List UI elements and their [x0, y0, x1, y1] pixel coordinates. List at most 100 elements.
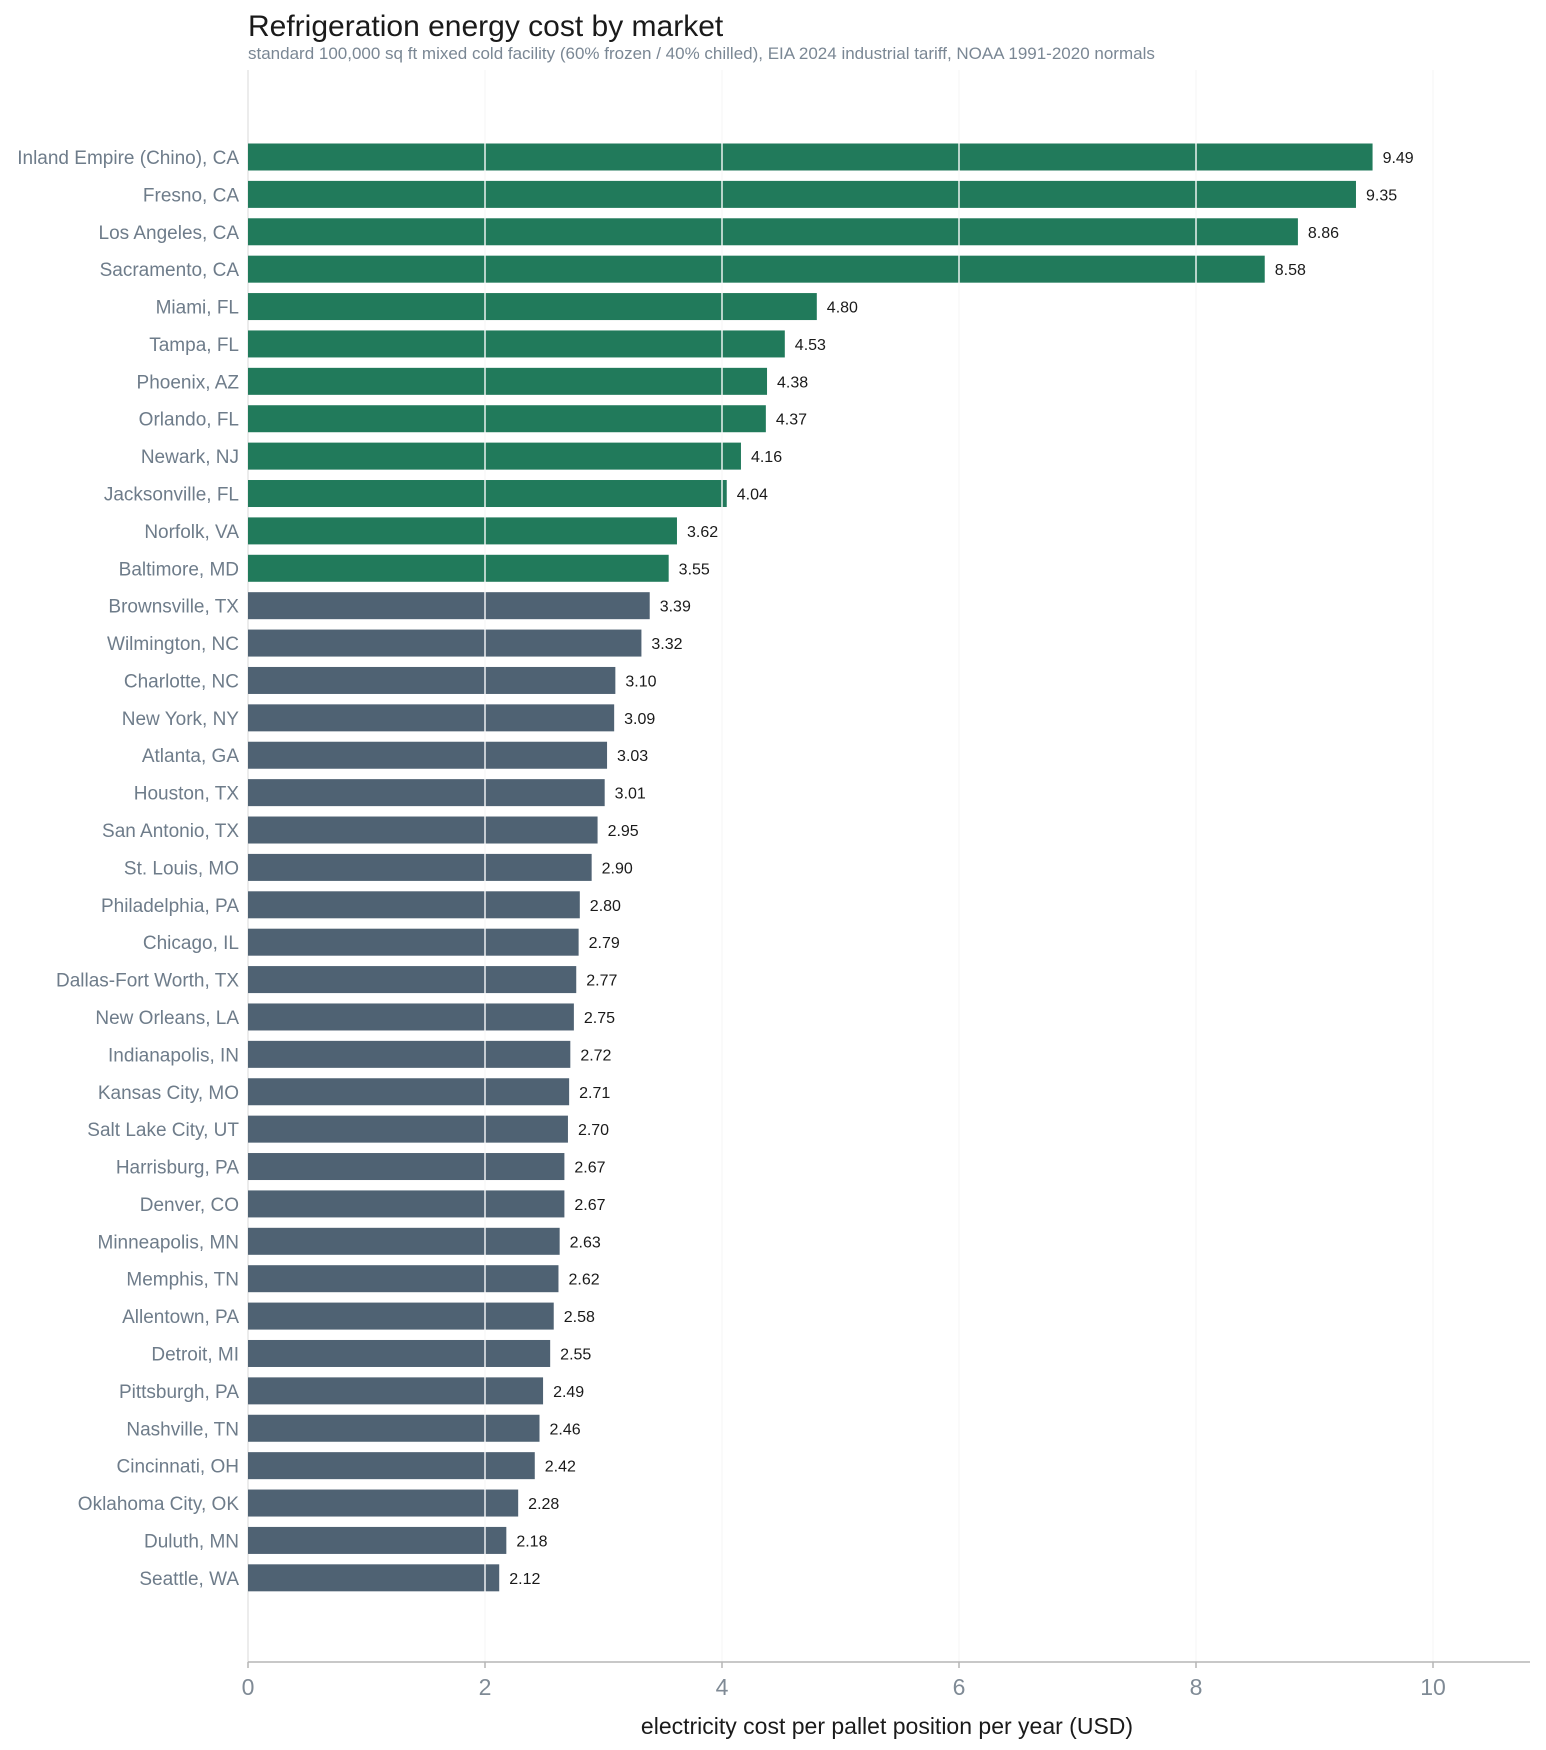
category-label-23: New Orleans, LA: [95, 1008, 239, 1029]
bar-18: [248, 816, 598, 844]
bar-30: [248, 1265, 559, 1293]
bar-19: [248, 853, 592, 881]
bar-5: [248, 330, 785, 358]
chart-title: Refrigeration energy cost by market: [248, 10, 724, 43]
category-label-29: Minneapolis, MN: [98, 1232, 240, 1253]
value-label-26: 2.70: [578, 1122, 609, 1139]
bar-15: [248, 704, 615, 732]
value-label-22: 2.77: [586, 973, 617, 990]
category-label-2: Los Angeles, CA: [99, 223, 240, 244]
value-label-8: 4.16: [751, 449, 782, 466]
value-label-34: 2.46: [550, 1421, 581, 1438]
value-label-15: 3.09: [624, 711, 655, 728]
value-label-29: 2.63: [570, 1234, 601, 1251]
category-label-8: Newark, NJ: [141, 447, 239, 468]
bar-2: [248, 218, 1298, 246]
category-label-34: Nashville, TN: [126, 1419, 239, 1440]
category-label-10: Norfolk, VA: [144, 522, 239, 543]
category-label-4: Miami, FL: [156, 298, 239, 319]
bar-1: [248, 180, 1356, 208]
bar-37: [248, 1526, 507, 1554]
bar-32: [248, 1339, 551, 1367]
category-label-25: Kansas City, MO: [98, 1083, 239, 1104]
bar-16: [248, 741, 608, 769]
category-label-16: Atlanta, GA: [142, 746, 239, 767]
category-label-9: Jacksonville, FL: [104, 485, 239, 506]
bar-3: [248, 255, 1265, 283]
value-label-21: 2.79: [589, 935, 620, 952]
category-label-26: Salt Lake City, UT: [87, 1120, 239, 1141]
bar-4: [248, 293, 817, 321]
x-tick-label-2: 4: [716, 1674, 729, 1700]
bar-22: [248, 966, 577, 994]
category-label-21: Chicago, IL: [143, 933, 239, 954]
category-label-5: Tampa, FL: [149, 335, 239, 356]
value-label-16: 3.03: [617, 748, 648, 765]
value-label-7: 4.37: [776, 412, 807, 429]
category-label-28: Denver, CO: [140, 1195, 239, 1216]
category-label-36: Oklahoma City, OK: [78, 1494, 240, 1515]
value-label-25: 2.71: [579, 1085, 610, 1102]
value-label-2: 8.86: [1308, 225, 1339, 242]
category-label-7: Orlando, FL: [139, 410, 239, 431]
category-label-1: Fresno, CA: [143, 185, 239, 206]
category-label-3: Sacramento, CA: [100, 260, 240, 281]
bar-38: [248, 1564, 500, 1592]
value-label-20: 2.80: [590, 898, 621, 915]
bar-29: [248, 1227, 560, 1255]
value-label-23: 2.75: [584, 1010, 615, 1027]
value-label-12: 3.39: [660, 599, 691, 616]
category-label-37: Duluth, MN: [144, 1531, 239, 1552]
value-label-27: 2.67: [574, 1160, 605, 1177]
category-label-24: Indianapolis, IN: [108, 1045, 239, 1066]
category-label-20: Philadelphia, PA: [101, 896, 239, 917]
category-label-15: New York, NY: [122, 709, 240, 730]
value-label-9: 4.04: [737, 487, 768, 504]
category-label-30: Memphis, TN: [126, 1270, 239, 1291]
value-label-3: 8.58: [1275, 262, 1306, 279]
value-label-13: 3.32: [651, 636, 682, 653]
bar-9: [248, 480, 727, 508]
bar-0: [248, 143, 1373, 171]
bar-8: [248, 442, 741, 470]
bars: [248, 70, 1434, 1662]
bar-34: [248, 1414, 540, 1442]
value-label-31: 2.58: [564, 1309, 595, 1326]
value-label-10: 3.62: [687, 524, 718, 541]
bar-21: [248, 928, 579, 956]
bar-33: [248, 1377, 544, 1405]
category-label-32: Detroit, MI: [151, 1344, 239, 1365]
value-label-6: 4.38: [777, 374, 808, 391]
value-label-35: 2.42: [545, 1459, 576, 1476]
bar-13: [248, 629, 642, 657]
category-label-38: Seattle, WA: [139, 1569, 239, 1590]
bar-7: [248, 405, 766, 433]
bar-14: [248, 666, 616, 694]
value-label-4: 4.80: [827, 300, 858, 317]
category-label-22: Dallas-Fort Worth, TX: [56, 971, 239, 992]
value-label-14: 3.10: [625, 673, 656, 690]
x-tick-label-1: 2: [479, 1674, 492, 1700]
category-label-19: St. Louis, MO: [124, 858, 239, 879]
bar-24: [248, 1040, 571, 1068]
x-tick-label-3: 6: [953, 1674, 966, 1700]
value-label-37: 2.18: [516, 1533, 547, 1550]
value-labels: 9.49 9.35 8.86 8.58 4.80 4.53 4.38 4.37 4.16 4.04…: [509, 150, 1414, 1588]
value-label-18: 2.95: [608, 823, 639, 840]
category-label-33: Pittsburgh, PA: [119, 1382, 239, 1403]
x-tick-label-4: 8: [1190, 1674, 1203, 1700]
category-label-14: Charlotte, NC: [124, 671, 239, 692]
bar-25: [248, 1078, 570, 1106]
bar-28: [248, 1190, 565, 1218]
value-label-1: 9.35: [1366, 187, 1397, 204]
value-label-36: 2.28: [528, 1496, 559, 1513]
bar-12: [248, 592, 650, 620]
x-axis: 0 2 4 6 8 10: [242, 1661, 1530, 1700]
bar-6: [248, 367, 768, 395]
value-label-24: 2.72: [580, 1047, 611, 1064]
x-tick-label-5: 10: [1420, 1674, 1446, 1700]
x-axis-title: electricity cost per pallet position per…: [641, 1713, 1133, 1739]
category-label-17: Houston, TX: [134, 784, 240, 805]
chart-subtitle: standard 100,000 sq ft mixed cold facili…: [248, 44, 1155, 63]
